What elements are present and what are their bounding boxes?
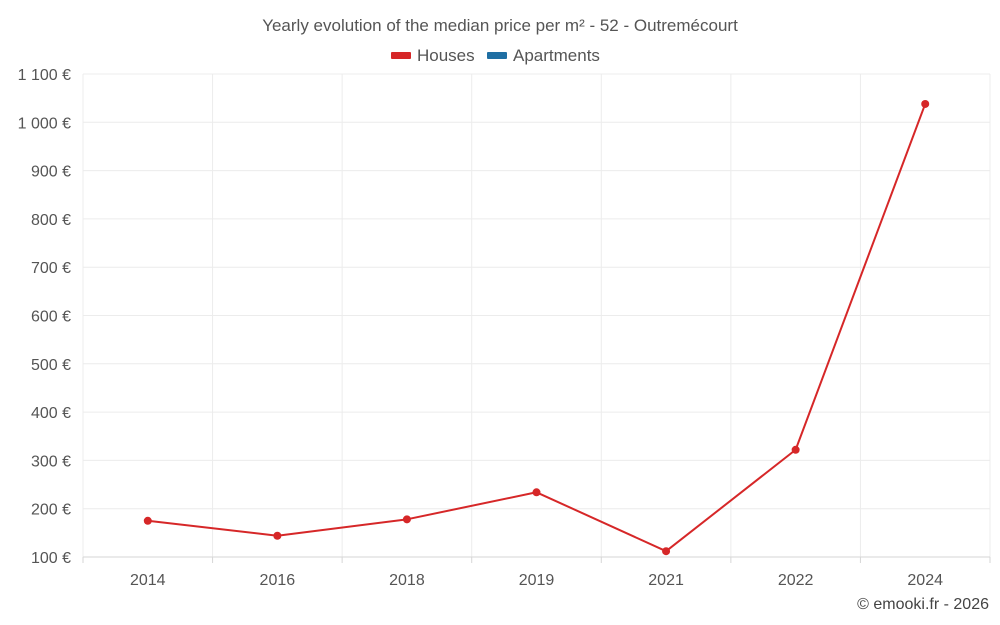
x-tick-label: 2024	[907, 572, 943, 589]
x-tick-label: 2016	[260, 572, 296, 589]
y-tick-label: 400 €	[31, 405, 71, 422]
legend-swatch-houses	[391, 52, 411, 59]
legend-label-houses: Houses	[417, 46, 475, 65]
x-tick-label: 2019	[519, 572, 555, 589]
legend-label-apartments: Apartments	[513, 46, 600, 65]
y-tick-label: 900 €	[31, 164, 71, 181]
y-tick-label: 600 €	[31, 309, 71, 326]
data-point-houses[interactable]	[532, 488, 541, 497]
data-point-houses[interactable]	[273, 531, 282, 540]
x-tick-label: 2022	[778, 572, 814, 589]
data-point-houses[interactable]	[662, 547, 671, 556]
y-tick-label: 100 €	[31, 550, 71, 567]
data-point-houses[interactable]	[921, 99, 930, 108]
y-tick-label: 700 €	[31, 260, 71, 277]
credit-text: © emooki.fr - 2026	[857, 596, 989, 613]
data-point-houses[interactable]	[791, 445, 800, 454]
x-axis-ticks: 2014 2016 2018 2019 2021 2022 2024	[130, 572, 943, 589]
y-tick-label: 500 €	[31, 357, 71, 374]
x-tick-label: 2018	[389, 572, 425, 589]
chart-title: Yearly evolution of the median price per…	[262, 16, 738, 35]
y-tick-label: 800 €	[31, 212, 71, 229]
data-point-houses[interactable]	[143, 516, 152, 525]
chart-legend: Houses Apartments	[391, 46, 600, 65]
y-tick-label: 1 100 €	[18, 67, 71, 84]
grid-lines	[82, 73, 991, 558]
legend-item-houses[interactable]: Houses	[391, 46, 475, 65]
y-tick-label: 1 000 €	[18, 115, 71, 132]
legend-swatch-apartments	[487, 52, 507, 59]
data-point-houses[interactable]	[402, 515, 411, 524]
x-tick-label: 2014	[130, 572, 166, 589]
y-axis-ticks: 100 € 200 € 300 € 400 € 500 € 600 € 700 € 800 €…	[18, 67, 71, 567]
x-tick-label: 2021	[648, 572, 684, 589]
legend-item-apartments[interactable]: Apartments	[487, 46, 600, 65]
y-tick-label: 300 €	[31, 453, 71, 470]
series-houses	[143, 99, 930, 556]
y-tick-label: 200 €	[31, 502, 71, 519]
axes	[82, 556, 991, 563]
